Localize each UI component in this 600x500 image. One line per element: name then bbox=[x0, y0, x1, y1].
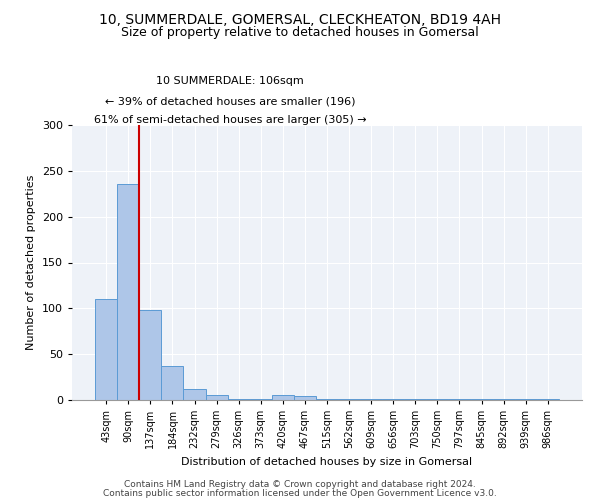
Bar bbox=[404, 399, 427, 400]
Text: 10 SUMMERDALE: 106sqm: 10 SUMMERDALE: 106sqm bbox=[156, 76, 304, 86]
Bar bbox=[360, 399, 382, 400]
X-axis label: Distribution of detached houses by size in Gomersal: Distribution of detached houses by size … bbox=[181, 456, 473, 466]
Bar bbox=[139, 310, 161, 400]
Bar bbox=[184, 389, 206, 400]
Text: ← 39% of detached houses are smaller (196): ← 39% of detached houses are smaller (19… bbox=[105, 96, 355, 106]
Text: 61% of semi-detached houses are larger (305) →: 61% of semi-detached houses are larger (… bbox=[94, 114, 367, 124]
Bar bbox=[427, 399, 448, 400]
Bar bbox=[250, 399, 272, 400]
Text: 10, SUMMERDALE, GOMERSAL, CLECKHEATON, BD19 4AH: 10, SUMMERDALE, GOMERSAL, CLECKHEATON, B… bbox=[99, 12, 501, 26]
Bar bbox=[117, 184, 139, 400]
Bar bbox=[227, 399, 250, 400]
Text: Size of property relative to detached houses in Gomersal: Size of property relative to detached ho… bbox=[121, 26, 479, 39]
Text: Contains HM Land Registry data © Crown copyright and database right 2024.: Contains HM Land Registry data © Crown c… bbox=[124, 480, 476, 489]
Bar bbox=[161, 366, 184, 400]
Bar bbox=[537, 399, 559, 400]
Bar bbox=[294, 396, 316, 400]
Y-axis label: Number of detached properties: Number of detached properties bbox=[26, 175, 36, 350]
Text: Contains public sector information licensed under the Open Government Licence v3: Contains public sector information licen… bbox=[103, 488, 497, 498]
Bar bbox=[448, 399, 470, 400]
Bar bbox=[338, 399, 360, 400]
Bar bbox=[382, 399, 404, 400]
Bar bbox=[493, 399, 515, 400]
Bar bbox=[515, 399, 537, 400]
Bar bbox=[316, 399, 338, 400]
Bar bbox=[206, 396, 227, 400]
Bar bbox=[95, 299, 117, 400]
Bar bbox=[272, 396, 294, 400]
Bar bbox=[470, 399, 493, 400]
